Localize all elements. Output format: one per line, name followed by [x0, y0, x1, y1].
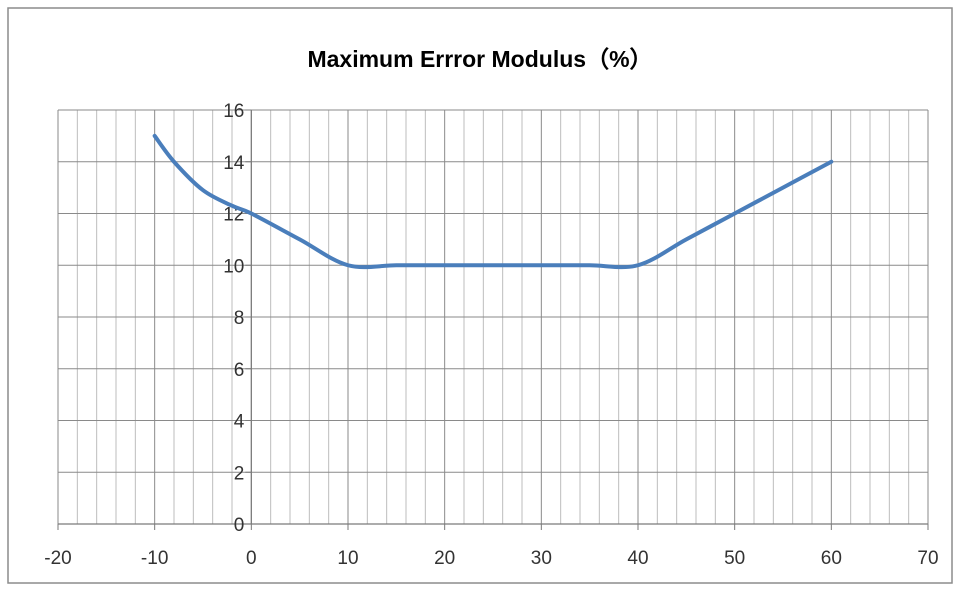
- y-tick-label: 2: [234, 463, 245, 484]
- x-tick-label: 30: [531, 548, 552, 569]
- y-tick-label: 16: [223, 101, 244, 122]
- x-tick-label: 60: [821, 548, 842, 569]
- y-tick-label: 14: [223, 153, 245, 174]
- x-tick-label: 10: [337, 548, 358, 569]
- y-tick-label: 0: [234, 515, 245, 536]
- x-tick-label: -10: [141, 548, 168, 569]
- y-tick-label: 4: [234, 412, 245, 433]
- x-tick-label: 0: [246, 548, 257, 569]
- y-tick-label: 6: [234, 360, 245, 381]
- y-tick-label: 8: [234, 308, 245, 329]
- x-tick-label: -20: [44, 548, 71, 569]
- x-tick-label: 50: [724, 548, 745, 569]
- x-tick-label: 40: [627, 548, 648, 569]
- y-tick-label: 10: [223, 256, 244, 277]
- x-tick-label: 20: [434, 548, 455, 569]
- chart-border: [8, 8, 952, 583]
- x-tick-label: 70: [917, 548, 938, 569]
- chart-title: Maximum Errror Modulus（%）: [0, 40, 960, 74]
